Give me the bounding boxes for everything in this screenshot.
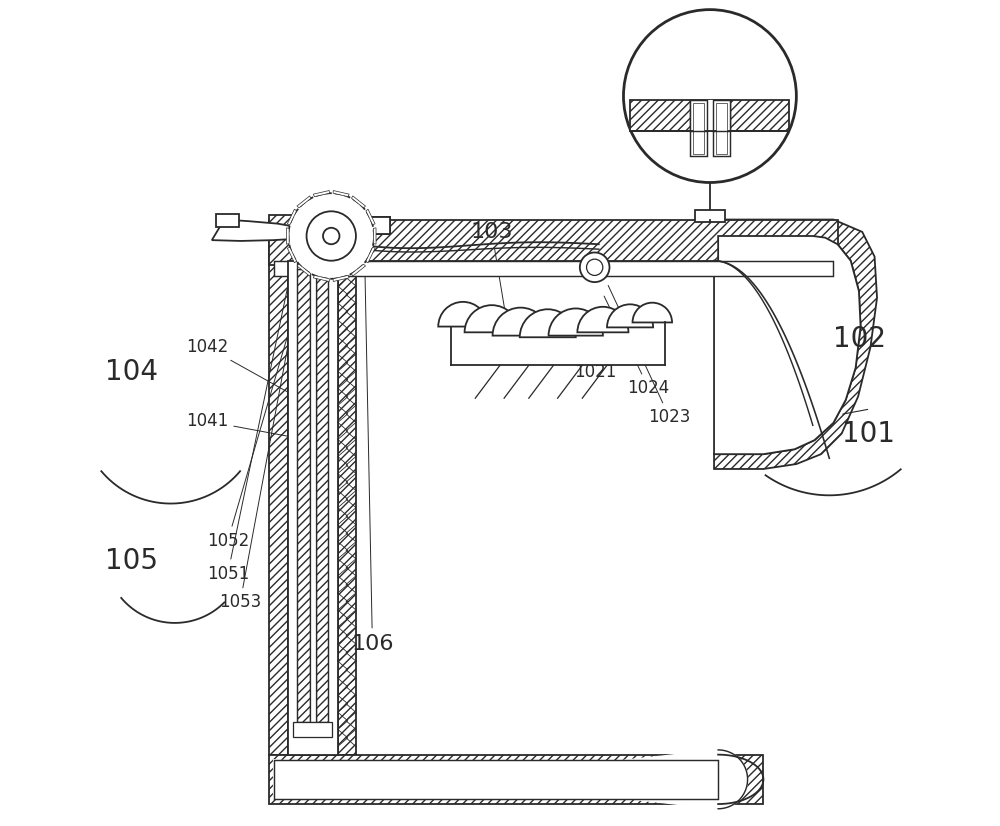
Polygon shape	[274, 750, 748, 809]
Bar	[338, 261, 356, 755]
Text: 106: 106	[351, 235, 394, 653]
Text: 1024: 1024	[604, 297, 670, 397]
Bar	[288, 261, 338, 755]
Text: 101: 101	[842, 420, 895, 448]
Bar	[297, 259, 328, 269]
Wedge shape	[633, 302, 672, 322]
Bar	[269, 261, 288, 755]
Polygon shape	[714, 220, 877, 469]
Polygon shape	[352, 264, 366, 276]
Text: 1041: 1041	[186, 412, 293, 437]
Polygon shape	[714, 236, 861, 454]
Bar	[269, 755, 763, 804]
Wedge shape	[438, 301, 488, 326]
Circle shape	[587, 259, 603, 275]
Bar	[216, 214, 239, 227]
Text: 1042: 1042	[186, 338, 293, 395]
Bar	[358, 217, 390, 234]
Text: 1021: 1021	[574, 354, 616, 381]
Polygon shape	[366, 209, 375, 225]
Bar	[269, 220, 838, 261]
Wedge shape	[493, 307, 549, 335]
Polygon shape	[287, 247, 297, 263]
Polygon shape	[297, 264, 311, 276]
Bar	[713, 100, 730, 156]
Bar	[310, 269, 316, 722]
Circle shape	[623, 10, 796, 183]
Bar	[358, 217, 390, 234]
Wedge shape	[520, 309, 576, 337]
Bar	[274, 261, 833, 276]
Polygon shape	[333, 275, 349, 282]
Text: 102: 102	[833, 325, 886, 353]
Bar	[690, 100, 707, 156]
Text: 105: 105	[105, 547, 158, 575]
Text: 104: 104	[105, 358, 158, 386]
Circle shape	[307, 211, 356, 261]
Bar	[316, 269, 328, 722]
Polygon shape	[313, 275, 329, 282]
Polygon shape	[333, 191, 349, 197]
Polygon shape	[366, 247, 375, 263]
Wedge shape	[577, 306, 628, 332]
Bar	[690, 100, 730, 131]
Text: 103: 103	[471, 222, 513, 328]
Polygon shape	[373, 228, 376, 244]
Bar	[269, 216, 356, 265]
Wedge shape	[465, 305, 519, 332]
Polygon shape	[212, 220, 331, 242]
Bar	[716, 102, 727, 154]
Polygon shape	[297, 196, 311, 208]
Bar	[451, 307, 665, 365]
Bar	[630, 100, 789, 131]
Text: 1053: 1053	[219, 226, 310, 611]
Bar	[274, 760, 718, 799]
Text: 1052: 1052	[207, 251, 312, 549]
Circle shape	[323, 228, 339, 244]
Text: 1022: 1022	[541, 330, 596, 348]
Polygon shape	[286, 228, 289, 244]
Bar	[297, 269, 310, 722]
Text: 1051: 1051	[207, 239, 298, 582]
Text: 1023: 1023	[608, 286, 691, 426]
Polygon shape	[287, 209, 297, 225]
Bar	[293, 722, 332, 737]
Wedge shape	[549, 308, 603, 335]
Bar	[693, 102, 704, 154]
Wedge shape	[607, 304, 653, 327]
Bar	[695, 210, 725, 222]
Circle shape	[580, 253, 609, 282]
Circle shape	[288, 193, 374, 279]
Polygon shape	[352, 196, 366, 208]
Polygon shape	[313, 191, 329, 197]
